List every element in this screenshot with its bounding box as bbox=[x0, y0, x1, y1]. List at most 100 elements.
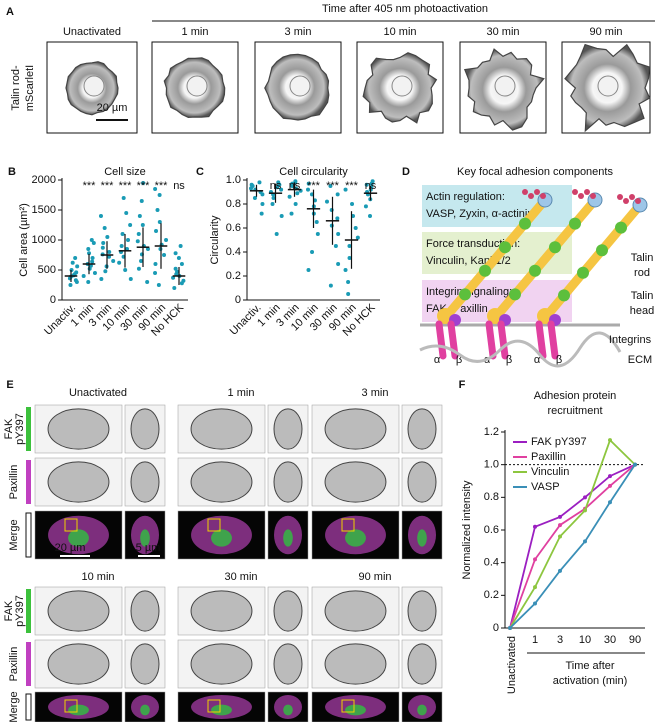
data-point bbox=[139, 199, 144, 203]
actin bbox=[590, 193, 596, 199]
label: Integrins bbox=[609, 334, 652, 346]
y-tick-label: 0 bbox=[493, 622, 499, 634]
data-point bbox=[73, 256, 78, 260]
data-point bbox=[333, 244, 338, 248]
data-point bbox=[81, 274, 86, 278]
data-point bbox=[310, 250, 315, 254]
cell-signal bbox=[324, 408, 387, 450]
data-point bbox=[181, 278, 186, 283]
vinculin bbox=[549, 241, 561, 254]
channel-bar bbox=[26, 460, 31, 504]
vinculin bbox=[558, 289, 570, 302]
data-point bbox=[558, 534, 562, 539]
label: 90 min bbox=[358, 571, 391, 583]
data-point bbox=[120, 232, 125, 236]
data-point bbox=[328, 184, 333, 188]
label: C bbox=[196, 166, 204, 178]
y-tick-label: 0.6 bbox=[484, 524, 499, 536]
data-point bbox=[117, 260, 122, 265]
data-point bbox=[368, 214, 373, 218]
x-tick-label: 10 bbox=[579, 634, 591, 646]
vinculin bbox=[569, 217, 581, 230]
label: FAK bbox=[3, 418, 15, 439]
roi-box bbox=[64, 699, 78, 713]
label: Talin bbox=[631, 252, 654, 264]
roi-box bbox=[341, 518, 355, 532]
data-point bbox=[608, 474, 612, 479]
data-point bbox=[583, 495, 587, 500]
data-point bbox=[370, 179, 375, 184]
data-point bbox=[105, 235, 110, 239]
x-tick-label: 3 bbox=[557, 634, 563, 646]
data-point bbox=[347, 244, 352, 248]
cell-signal bbox=[130, 408, 160, 450]
data-point bbox=[172, 286, 177, 290]
data-point bbox=[329, 208, 334, 212]
actin bbox=[635, 198, 641, 204]
legend-label: Paxillin bbox=[531, 451, 566, 463]
data-point bbox=[276, 180, 281, 185]
y-tick-label: 0 bbox=[235, 294, 241, 306]
data-point bbox=[350, 202, 355, 206]
data-point bbox=[103, 269, 108, 274]
data-point bbox=[75, 264, 80, 269]
label: 10 min bbox=[383, 26, 416, 38]
cell-signal bbox=[407, 643, 437, 685]
data-point bbox=[153, 187, 158, 191]
data-point bbox=[157, 193, 162, 197]
data-point bbox=[119, 244, 124, 248]
data-point bbox=[91, 241, 96, 245]
label: rod bbox=[634, 267, 650, 279]
label: pY397 bbox=[14, 595, 26, 627]
data-point bbox=[329, 223, 334, 228]
integrin-beta: β bbox=[506, 354, 512, 366]
label: 20 µm bbox=[97, 102, 128, 114]
data-point bbox=[175, 269, 180, 274]
label: Force transduction: bbox=[426, 238, 520, 250]
cell-signal bbox=[324, 590, 387, 632]
label: Time after 405 nm photoactivation bbox=[322, 3, 488, 15]
data-point bbox=[111, 259, 116, 263]
label: ECM bbox=[628, 354, 652, 366]
label: 1 min bbox=[182, 26, 209, 38]
y-tick-label: 0 bbox=[50, 294, 56, 306]
cell-signal bbox=[407, 408, 437, 450]
actin bbox=[578, 193, 584, 199]
label: 5 µm bbox=[136, 542, 161, 554]
significance: ns bbox=[289, 180, 301, 192]
label: FAK bbox=[3, 600, 15, 621]
nucleus bbox=[83, 75, 105, 97]
channel-bar bbox=[26, 407, 31, 451]
data-point bbox=[293, 179, 298, 184]
data-point bbox=[86, 247, 91, 251]
significance: *** bbox=[83, 180, 97, 192]
data-point bbox=[102, 226, 107, 230]
actin bbox=[584, 189, 590, 195]
actin bbox=[534, 189, 540, 195]
data-point bbox=[315, 232, 320, 236]
data-point bbox=[171, 275, 176, 280]
x-axis-label: Time after bbox=[565, 660, 614, 672]
merge-signal bbox=[345, 529, 366, 547]
cell-signal bbox=[190, 408, 253, 450]
data-point bbox=[139, 259, 144, 263]
x-tick-label: Unactivated bbox=[506, 636, 518, 694]
cell-signal bbox=[324, 461, 387, 503]
significance: *** bbox=[137, 180, 151, 192]
merge-signal bbox=[68, 704, 89, 716]
data-point bbox=[137, 214, 142, 218]
label: Unactivated bbox=[63, 26, 121, 38]
data-point bbox=[86, 280, 91, 284]
cell-signal bbox=[47, 461, 110, 503]
data-point bbox=[583, 508, 587, 513]
data-point bbox=[89, 238, 94, 242]
y-tick-label: 0.4 bbox=[226, 246, 241, 258]
legend-label: FAK pY397 bbox=[531, 436, 587, 448]
vinculin bbox=[499, 241, 511, 254]
data-point bbox=[90, 256, 95, 260]
data-point bbox=[558, 523, 562, 528]
data-point bbox=[101, 241, 106, 245]
data-point bbox=[257, 180, 262, 185]
vinculin bbox=[529, 264, 541, 277]
